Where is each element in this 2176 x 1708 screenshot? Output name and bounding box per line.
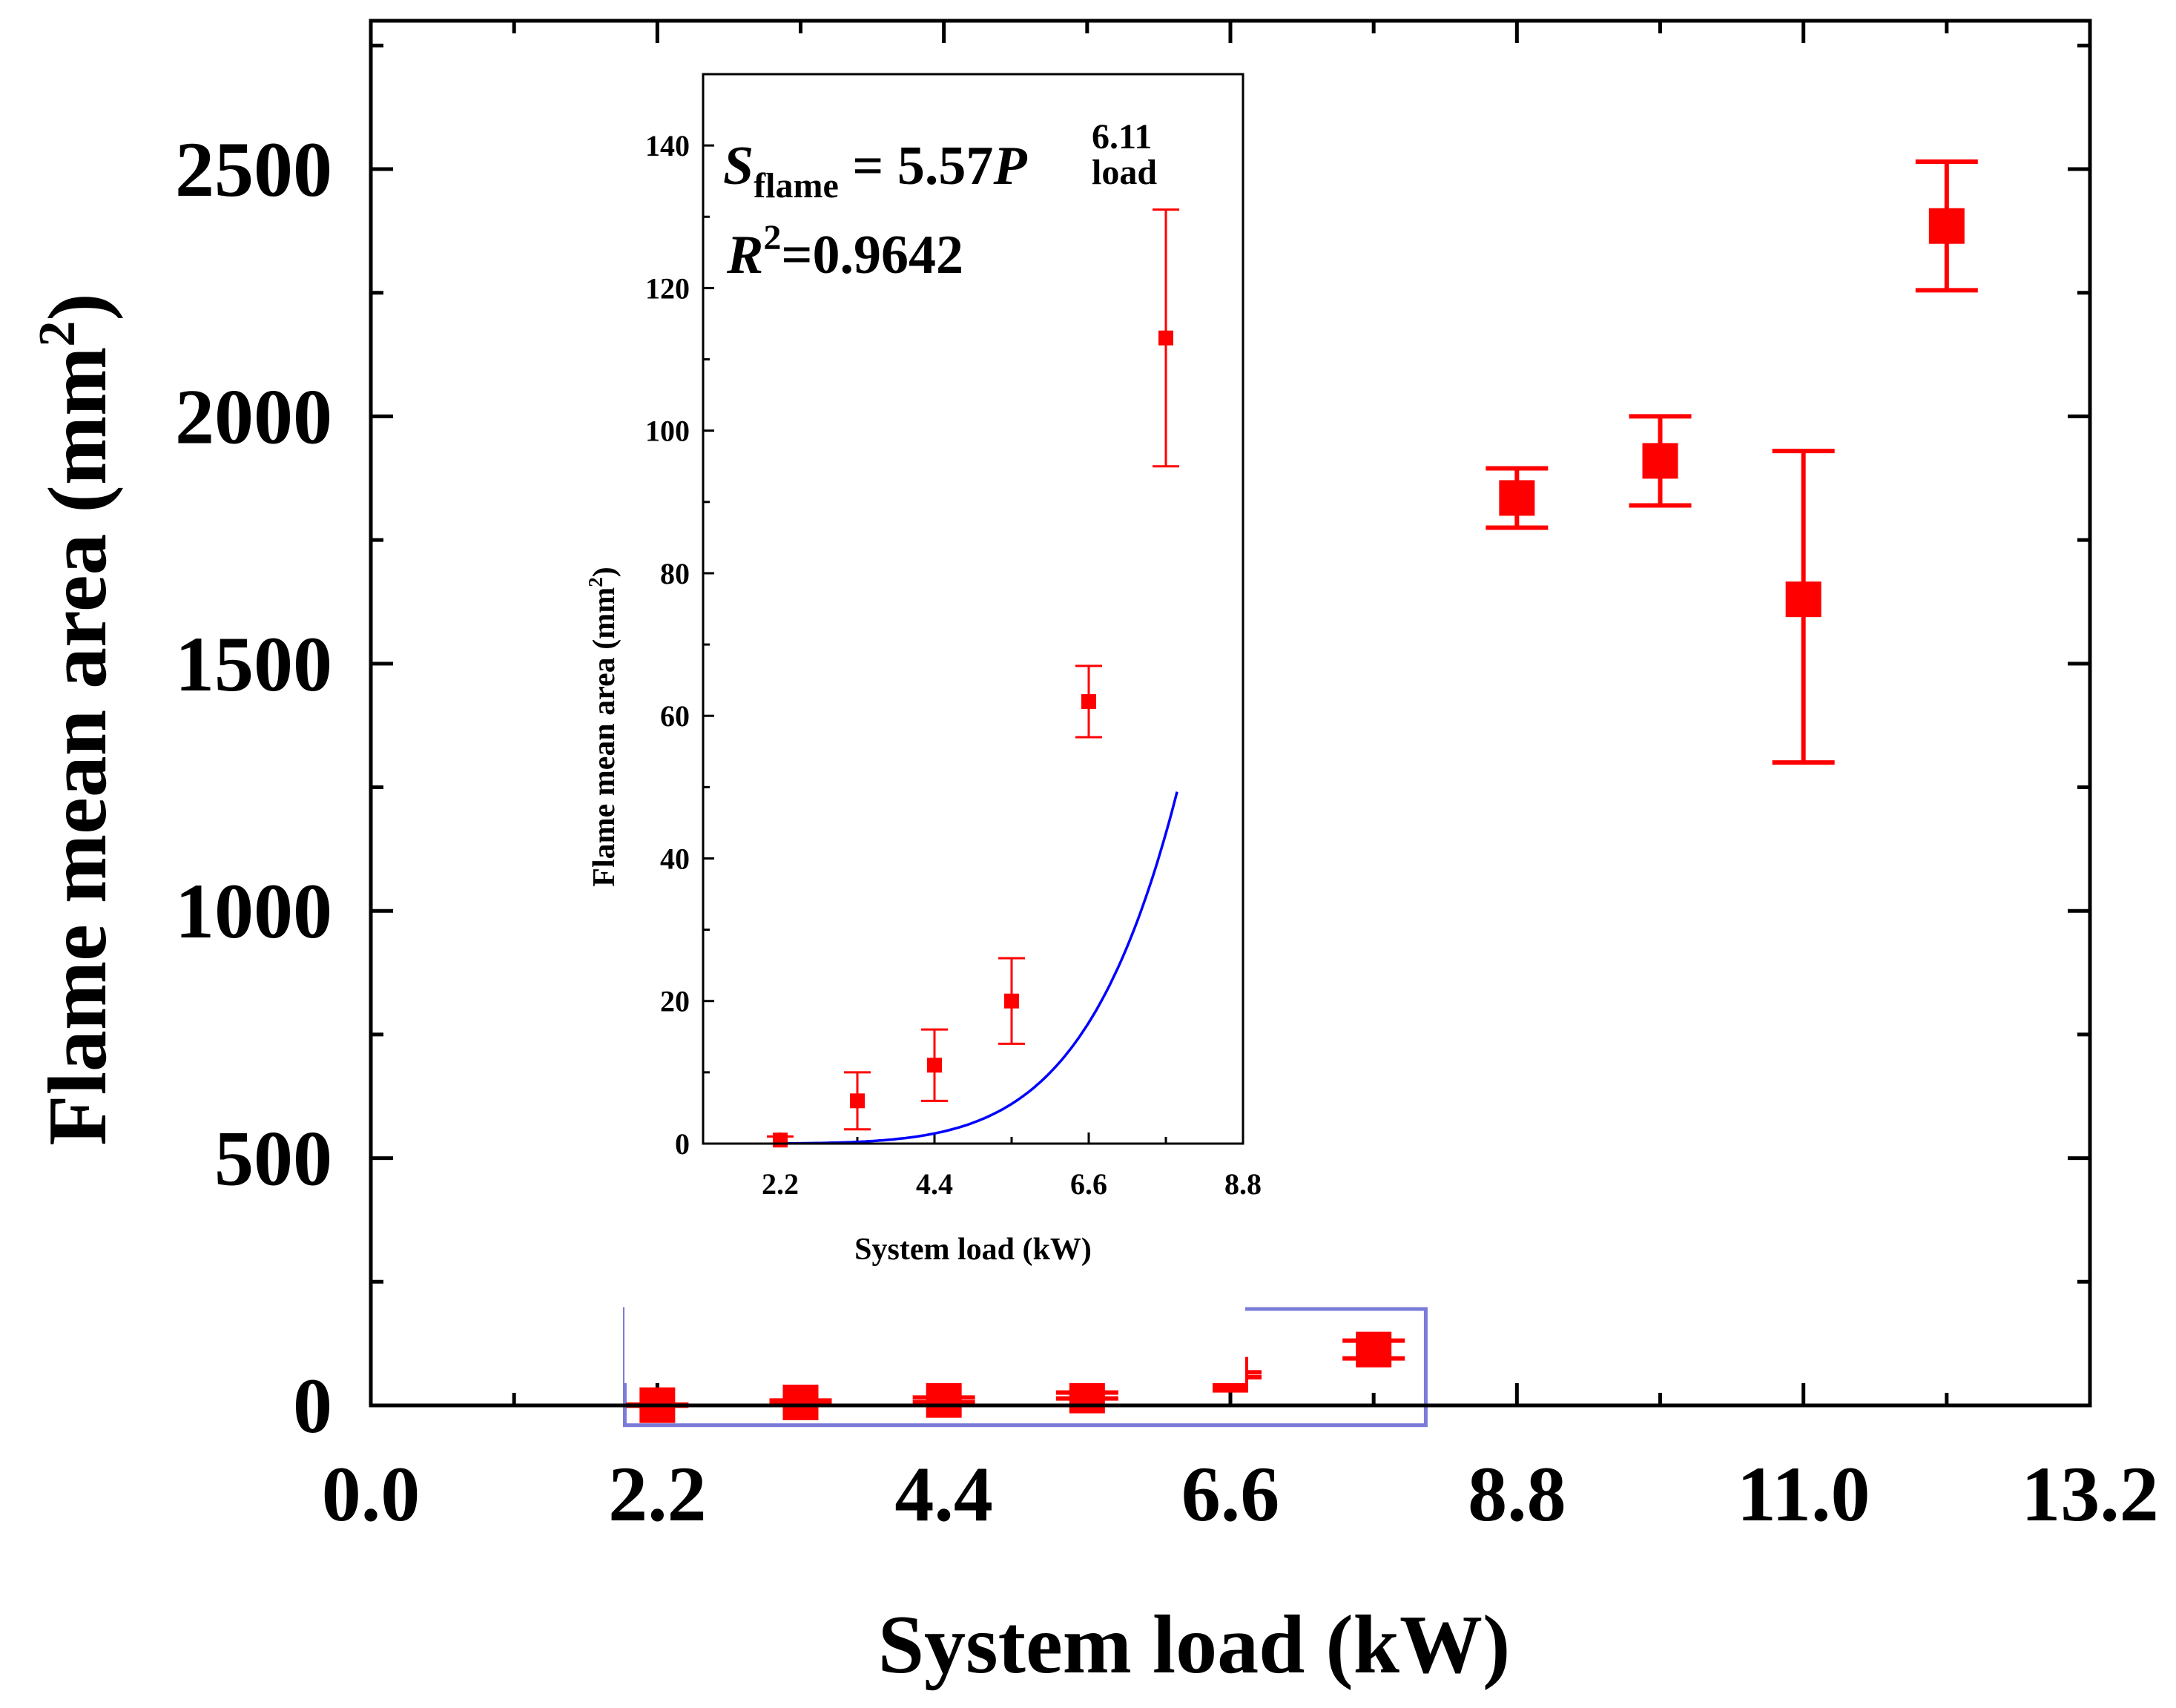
main-chart: 0.0 2.2 4.4 6.6 8.8 11.0 13.2 0500100015002000… (29, 19, 2159, 1691)
main-y-tick-label-0: 0 (293, 1362, 332, 1449)
main-x-tick-label-0: 0.0 (322, 1451, 421, 1537)
inset-point-3 (1004, 993, 1019, 1009)
inset-x-tick-label-8-8: 8.8 (1224, 1167, 1262, 1201)
inset-y-axis-label-text: Flame mean area (mm (587, 587, 622, 887)
main-x-tick-label-6-6: 6.6 (1181, 1451, 1280, 1537)
inset-y-tick-label-100: 100 (645, 415, 690, 448)
inset-x-tick-label-4-4: 4.4 (916, 1167, 953, 1201)
main-y-axis-label-close: ) (32, 293, 124, 320)
r-squared-value: =0.9642 (781, 225, 963, 286)
inset-fit-curve (787, 791, 1178, 1145)
main-x-tick-label-4-4: 4.4 (894, 1451, 993, 1537)
main-point-7 (1642, 443, 1678, 479)
inset-y-axis-label-close: ) (587, 567, 622, 577)
main-point-3 (1069, 1377, 1105, 1414)
main-point-1 (782, 1384, 819, 1420)
inset-y-axis-label: Flame mean area (mm2) (584, 567, 622, 886)
inset-x-tick-label-2-2: 2.2 (762, 1167, 799, 1201)
inset-y-tick-labels: 0 20 40 60 80 100 120 140 (645, 129, 690, 1161)
inset-y-tick-label-0: 0 (675, 1127, 690, 1161)
main-point-8 (1785, 581, 1821, 618)
main-x-tick-label-2-2: 2.2 (608, 1451, 707, 1537)
main-y-axis-label: Flame mean area (mm2) (29, 293, 124, 1145)
inset-y-tick-label-60: 60 (660, 699, 690, 733)
inset-x-tick-labels: 2.2 4.4 6.6 8.8 (762, 1167, 1262, 1201)
main-point-2 (926, 1382, 962, 1418)
inset-y-tick-label-40: 40 (660, 842, 690, 875)
inset-y-tick-label-80: 80 (660, 557, 690, 590)
main-y-tick-label-2000: 2000 (175, 373, 332, 460)
inset-point-1 (850, 1093, 865, 1109)
r-squared-r: R (726, 225, 763, 286)
r-squared-sup: 2 (763, 218, 781, 257)
main-y-tick-label-2500: 2500 (175, 126, 332, 213)
main-point-9 (1928, 208, 1965, 244)
main-point-5 (1356, 1331, 1392, 1368)
main-y-axis-label-text: Flame mean area (mm (32, 347, 124, 1146)
main-x-tick-labels: 0.0 2.2 4.4 6.6 8.8 11.0 13.2 (322, 1451, 2159, 1537)
inset-x-tick-label-6-6: 6.6 (1070, 1167, 1107, 1201)
main-x-tick-label-13-2: 13.2 (2021, 1451, 2159, 1537)
main-y-tick-labels: 0 500 1000 1500 2000 2500 (175, 126, 332, 1449)
main-y-tick-label-500: 500 (214, 1115, 332, 1202)
inset-chart: 2.2 4.4 6.6 8.8 0 20 40 60 80 100 120 140 System l… (584, 63, 1262, 1383)
inset-plot-frame (702, 73, 1244, 1145)
inset-y-tick-label-20: 20 (660, 985, 690, 1018)
main-y-tick-label-1000: 1000 (175, 868, 332, 954)
inset-point-4 (1081, 693, 1096, 709)
main-point-6 (1499, 480, 1535, 516)
fit-equation-exponent: 6.11 (1092, 117, 1152, 156)
fit-equation-s-sub: flame (754, 166, 839, 205)
main-x-tick-label-11: 11.0 (1737, 1451, 1870, 1537)
main-y-tick-label-1500: 1500 (175, 621, 332, 708)
inset-point-2 (927, 1058, 942, 1073)
fit-equation-p: P (992, 136, 1027, 197)
fit-equation: Sflame = 5.57P 6.11 load (723, 117, 1157, 205)
fit-equation-s: S (723, 136, 754, 197)
main-x-axis-label: System load (kW) (878, 1599, 1510, 1691)
fit-equation-p-sub: load (1092, 153, 1157, 192)
main-plot-frame (369, 19, 2092, 1408)
main-x-tick-label-8-8: 8.8 (1468, 1451, 1566, 1537)
inset-point-5 (1158, 330, 1173, 346)
fit-equation-mid: = 5.57 (839, 136, 994, 197)
inset-y-tick-label-140: 140 (645, 129, 690, 162)
inset-point-0 (773, 1132, 788, 1148)
inset-y-axis-label-sup: 2 (584, 577, 607, 587)
inset-x-axis-label: System load (kW) (854, 1233, 1092, 1267)
inset-y-tick-label-120: 120 (645, 271, 690, 305)
inset-background (624, 63, 1245, 1383)
inset-axis-ticks (703, 144, 1244, 1145)
main-y-axis-label-sup: 2 (29, 321, 86, 347)
r-squared: R2=0.9642 (726, 218, 963, 286)
